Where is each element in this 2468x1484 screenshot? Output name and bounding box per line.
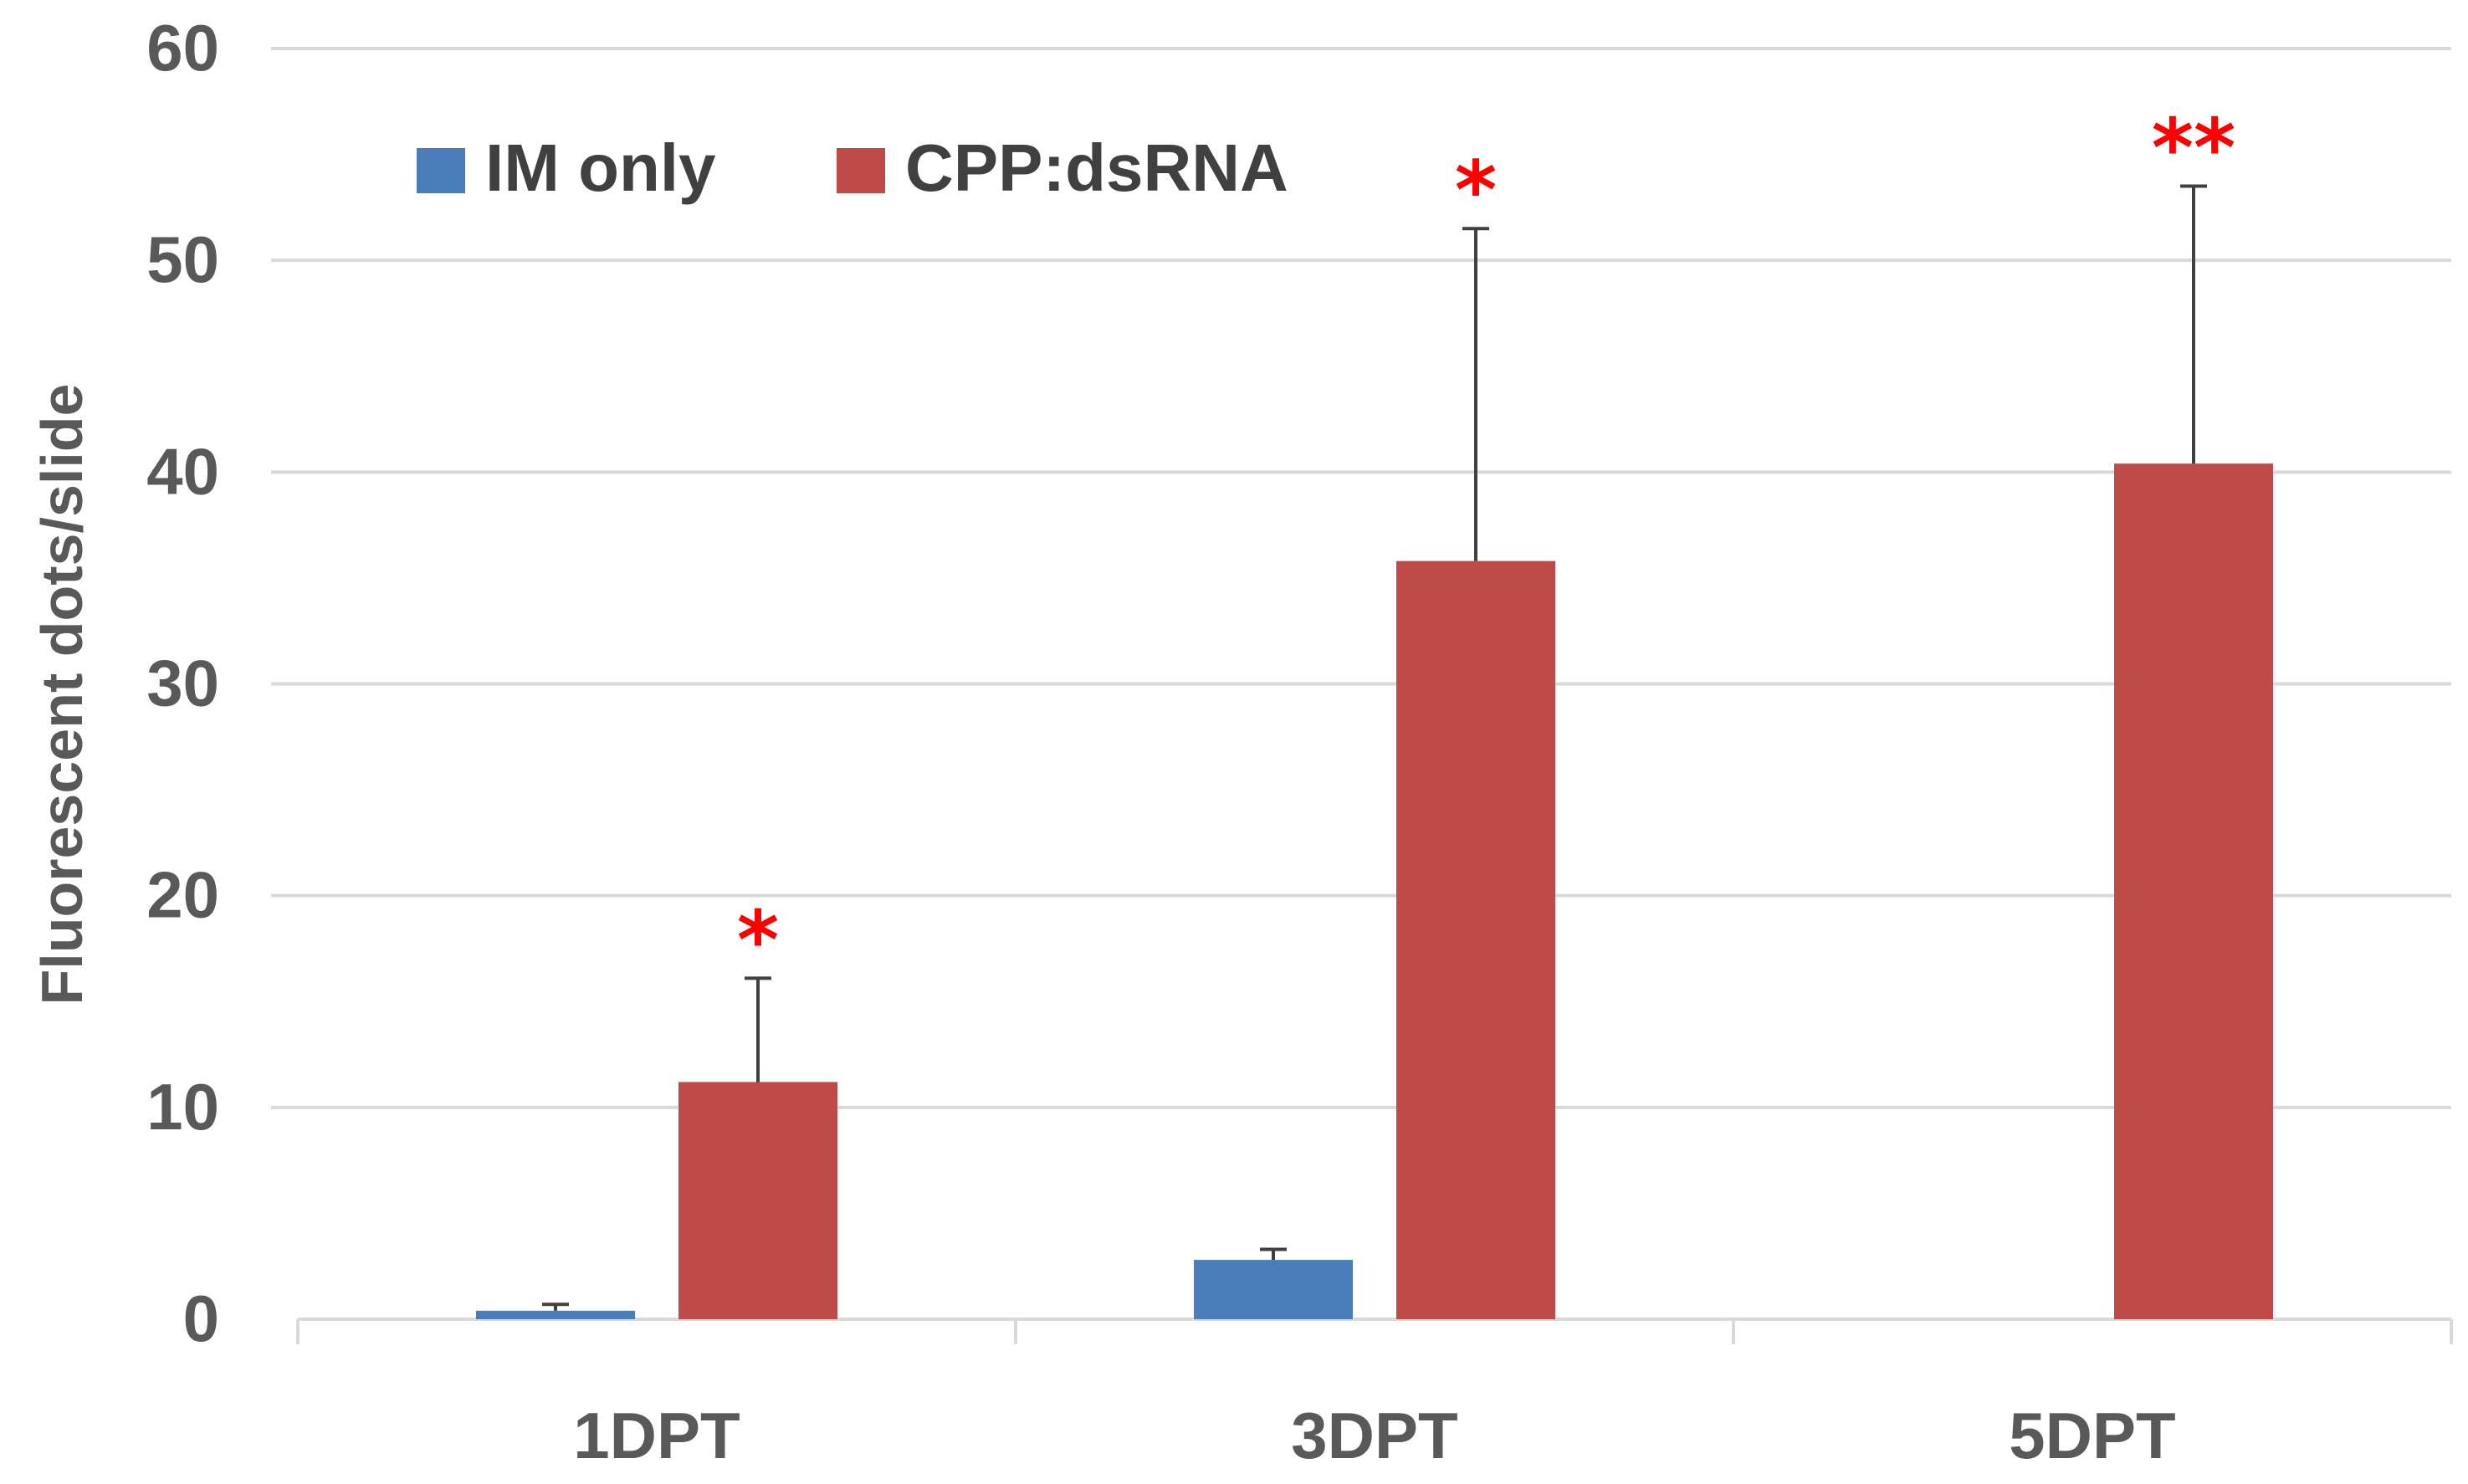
x-tick-label: 3DPT (1291, 1399, 1457, 1472)
bar-0-0 (476, 1310, 635, 1319)
y-tick-label: 30 (146, 647, 219, 720)
legend-swatch-im-only (417, 148, 465, 193)
gridlines (271, 47, 2451, 1109)
legend-swatch-cpp-dsrna (837, 148, 885, 193)
y-tick-label: 50 (146, 223, 219, 296)
x-tick-label: 1DPT (573, 1399, 740, 1472)
bar-1-1 (1396, 560, 1555, 1319)
y-tick-label: 20 (146, 858, 219, 932)
tick-labels: 0 10 20 30 40 50 60 1DPT 3DPT 5DPT (146, 11, 2175, 1472)
bars (476, 463, 2273, 1319)
significance-marker: * (737, 893, 779, 987)
error-bars (542, 184, 2207, 1311)
y-tick-label: 40 (146, 434, 219, 508)
legend-label-im-only: IM only (485, 130, 716, 205)
bar-0-1 (1194, 1260, 1353, 1319)
significance-markers: ** ** (737, 102, 2235, 988)
x-tick-label: 5DPT (2009, 1399, 2175, 1472)
y-axis-title: Fluorescent dots/slide (29, 384, 95, 1006)
y-tick-label: 10 (146, 1070, 219, 1144)
y-tick-label: 60 (146, 11, 219, 84)
legend: IM only CPP:dsRNA (417, 130, 1288, 205)
axes (296, 1318, 2453, 1344)
significance-marker: ** (2152, 102, 2235, 196)
y-tick-label: 0 (183, 1282, 219, 1355)
bar-1-2 (2114, 463, 2273, 1319)
significance-marker: * (1455, 144, 1497, 238)
bar-1-0 (678, 1082, 837, 1319)
legend-label-cpp-dsrna: CPP:dsRNA (905, 130, 1288, 205)
